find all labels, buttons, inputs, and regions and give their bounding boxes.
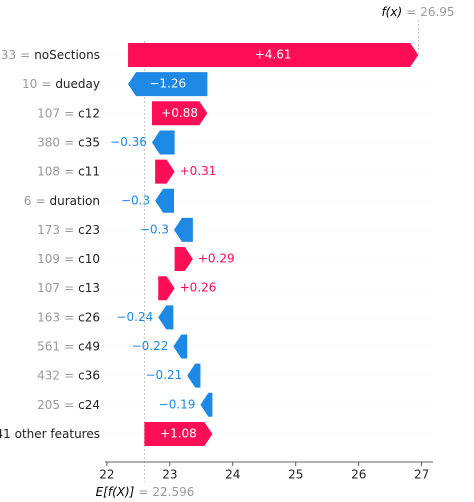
feature-value: 107 bbox=[37, 106, 60, 120]
bar bbox=[128, 72, 208, 97]
bar bbox=[200, 392, 213, 417]
value-label: +0.31 bbox=[180, 164, 217, 178]
feature-separator: = bbox=[64, 339, 74, 353]
feature-name: c24 bbox=[78, 397, 100, 411]
value-label: +1.08 bbox=[160, 426, 197, 440]
feature-separator: = bbox=[64, 252, 74, 266]
feature-name: duration bbox=[50, 193, 101, 207]
feature-name: c13 bbox=[78, 281, 100, 295]
feature-value: 432 bbox=[37, 368, 60, 382]
bar bbox=[144, 421, 213, 446]
feature-label: 33 = noSections bbox=[1, 48, 100, 62]
feature-label: 561 = c49 bbox=[37, 339, 100, 353]
base-value: 22.596 bbox=[152, 485, 194, 499]
feature-label: 432 = c36 bbox=[37, 368, 100, 382]
feature-name: c10 bbox=[78, 252, 100, 266]
feature-separator: = bbox=[35, 193, 45, 207]
value-label: −0.24 bbox=[116, 310, 153, 324]
base-name: E[f(X)] bbox=[96, 485, 135, 499]
bar bbox=[174, 247, 193, 272]
feature-separator: = bbox=[64, 164, 74, 178]
value-label: −0.21 bbox=[145, 368, 182, 382]
feature-value: 380 bbox=[37, 135, 60, 149]
base-label: E[f(X)] = 22.596 bbox=[96, 485, 195, 499]
feature-label: 6 = duration bbox=[24, 193, 100, 207]
feature-label: 107 = c13 bbox=[37, 281, 100, 295]
feature-label: 109 = c10 bbox=[37, 252, 100, 266]
feature-label: 380 = c35 bbox=[37, 135, 100, 149]
feature-label: 108 = c11 bbox=[37, 164, 100, 178]
feature-label: 163 = c26 bbox=[37, 310, 100, 324]
value-label: −1.26 bbox=[149, 77, 186, 91]
bar bbox=[155, 159, 175, 184]
output-value: 26.95 bbox=[420, 5, 454, 19]
value-label: −0.19 bbox=[159, 397, 196, 411]
feature-name: c35 bbox=[78, 135, 100, 149]
feature-label: 205 = c24 bbox=[37, 397, 100, 411]
feature-label: 107 = c12 bbox=[37, 106, 100, 120]
feature-value: 561 bbox=[37, 339, 60, 353]
bar bbox=[128, 43, 419, 67]
feature-value: 163 bbox=[37, 310, 60, 324]
bar bbox=[158, 276, 175, 301]
feature-separator: = bbox=[64, 106, 74, 120]
feature-separator: = bbox=[20, 48, 30, 62]
x-tick-label: 23 bbox=[162, 468, 177, 482]
x-tick-label: 25 bbox=[288, 468, 303, 482]
bar bbox=[158, 305, 174, 330]
output-separator: = bbox=[406, 5, 416, 19]
feature-separator: = bbox=[64, 397, 74, 411]
value-label: +0.88 bbox=[161, 106, 198, 120]
bar bbox=[151, 130, 175, 155]
bar bbox=[151, 101, 208, 126]
feature-separator: = bbox=[41, 77, 51, 91]
feature-separator: = bbox=[64, 222, 74, 236]
feature-name: c23 bbox=[78, 222, 100, 236]
x-tick-label: 22 bbox=[99, 468, 114, 482]
feature-name: c11 bbox=[78, 164, 100, 178]
feature-label: 173 = c23 bbox=[37, 222, 100, 236]
feature-separator: = bbox=[64, 135, 74, 149]
x-tick-label: 26 bbox=[351, 468, 366, 482]
feature-value: 6 bbox=[24, 193, 32, 207]
feature-name: 41 other features bbox=[0, 426, 100, 440]
value-label: −0.36 bbox=[110, 135, 147, 149]
feature-value: 205 bbox=[37, 397, 60, 411]
value-label: −0.3 bbox=[140, 222, 169, 236]
feature-value: 107 bbox=[37, 281, 60, 295]
bar bbox=[173, 334, 188, 359]
bar bbox=[187, 363, 201, 388]
bar bbox=[173, 217, 193, 242]
feature-name: c36 bbox=[78, 368, 100, 382]
output-label: f(x) = 26.95 bbox=[381, 5, 454, 19]
feature-separator: = bbox=[64, 281, 74, 295]
value-label: +4.61 bbox=[255, 48, 292, 62]
x-tick-label: 27 bbox=[414, 468, 429, 482]
feature-label: 10 = dueday bbox=[22, 77, 100, 91]
x-tick-label: 24 bbox=[225, 468, 240, 482]
feature-value: 108 bbox=[37, 164, 60, 178]
feature-name: c49 bbox=[78, 339, 100, 353]
value-label: −0.22 bbox=[132, 339, 169, 353]
base-separator: = bbox=[138, 485, 148, 499]
feature-value: 109 bbox=[37, 252, 60, 266]
feature-value: 33 bbox=[1, 48, 16, 62]
feature-name: dueday bbox=[55, 77, 100, 91]
feature-separator: = bbox=[64, 368, 74, 382]
value-label: +0.29 bbox=[198, 252, 235, 266]
feature-separator: = bbox=[64, 310, 74, 324]
value-label: +0.26 bbox=[180, 281, 217, 295]
output-name: f(x) bbox=[381, 5, 402, 19]
feature-label: 41 other features bbox=[0, 426, 100, 440]
feature-name: c12 bbox=[78, 106, 100, 120]
bar bbox=[155, 188, 174, 213]
value-label: −0.3 bbox=[121, 193, 150, 207]
feature-name: c26 bbox=[78, 310, 100, 324]
feature-value: 173 bbox=[37, 222, 60, 236]
feature-name: noSections bbox=[34, 48, 100, 62]
feature-value: 10 bbox=[22, 77, 37, 91]
